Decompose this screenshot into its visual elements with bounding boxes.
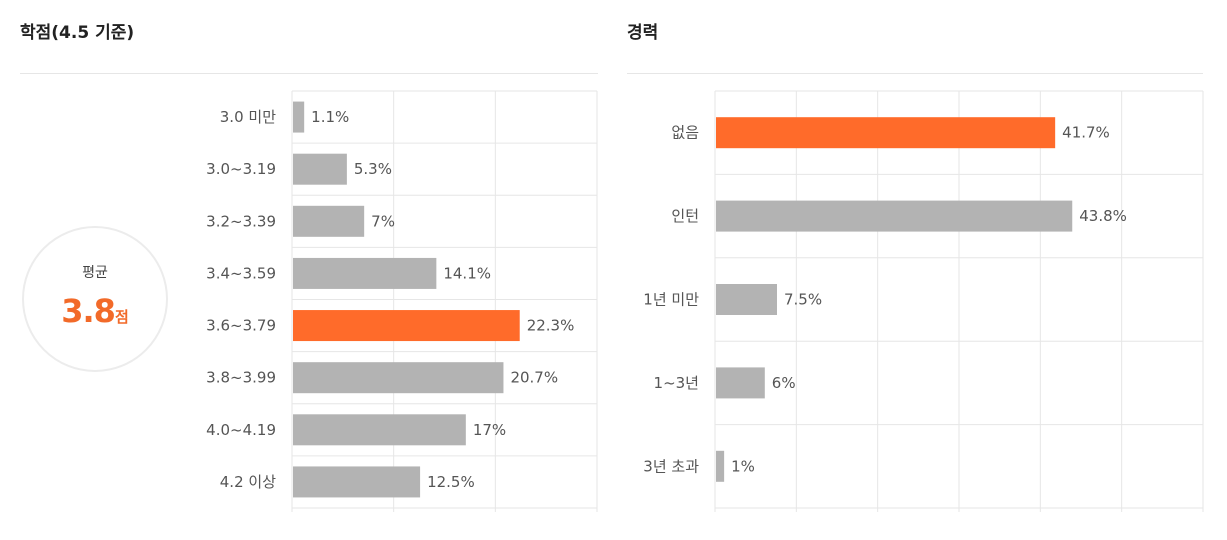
category-label: 4.0~4.19 [206, 421, 276, 439]
category-label: 3.2~3.39 [206, 212, 276, 230]
value-label: 17% [473, 421, 506, 439]
category-label: 3.8~3.99 [206, 369, 276, 387]
bar [293, 153, 347, 185]
gpa-average-unit: 점 [114, 308, 129, 326]
category-label: 없음 [671, 124, 699, 142]
category-label: 4.2 이상 [220, 473, 276, 491]
gpa-bar-chart: 3.0 미만 1.1% 3.0~3.19 5.3% 3.2~3.39 7% 3.4~3.59… [206, 90, 598, 512]
bar [293, 257, 437, 289]
career-bar-chart: 없음 41.7% 인턴 43.8% 1년 미만 7.5% 1~3년 6% 3년 초과 1% [643, 90, 1204, 512]
bar [716, 117, 1056, 149]
bar [716, 284, 777, 315]
career-title: 경력 [627, 23, 659, 43]
category-label: 3년 초과 [643, 457, 699, 475]
bar [293, 414, 466, 446]
category-label: 1~3년 [654, 374, 699, 392]
career-panel: 경력 없음 41.7% 인턴 43.8% 1년 미만 7.5% 1~3년 6% 3년 초과 1% [610, 0, 1210, 540]
gpa-average-label: 평균 [82, 265, 108, 281]
value-label: 12.5% [427, 473, 475, 491]
bar [716, 450, 725, 482]
gpa-average-badge: 평균 3.8점 [22, 226, 168, 372]
value-label: 6% [772, 374, 796, 392]
category-label: 3.6~3.79 [206, 317, 276, 335]
value-label: 41.7% [1062, 124, 1110, 142]
category-label: 1년 미만 [643, 291, 699, 309]
value-label: 22.3% [527, 317, 575, 335]
category-label: 3.4~3.59 [206, 264, 276, 282]
value-label: 1.1% [311, 108, 349, 126]
value-label: 1% [731, 457, 755, 475]
gpa-average-value: 3.8 [61, 292, 116, 330]
gpa-title: 학점(4.5 기준) [20, 23, 135, 43]
bar [293, 205, 365, 237]
value-label: 7% [371, 212, 395, 230]
category-label: 3.0 미만 [220, 108, 276, 126]
value-label: 14.1% [443, 264, 491, 282]
value-label: 43.8% [1079, 207, 1127, 225]
value-label: 7.5% [784, 291, 822, 309]
gpa-average-value-wrap: 3.8점 [24, 292, 166, 330]
bar [293, 362, 504, 394]
category-label: 인턴 [671, 207, 699, 225]
bar [716, 200, 1073, 232]
career-title-divider [627, 73, 1203, 74]
category-label: 3.0~3.19 [206, 160, 276, 178]
value-label: 5.3% [354, 160, 392, 178]
gpa-title-divider [20, 73, 598, 74]
bar [716, 367, 765, 399]
bar [293, 310, 520, 342]
gpa-panel: 학점(4.5 기준) 평균 3.8점 3.0 미만 1.1% 3.0~3.19 5.3… [0, 0, 600, 540]
value-label: 20.7% [510, 369, 558, 387]
bar [293, 101, 305, 133]
bar [293, 466, 421, 498]
